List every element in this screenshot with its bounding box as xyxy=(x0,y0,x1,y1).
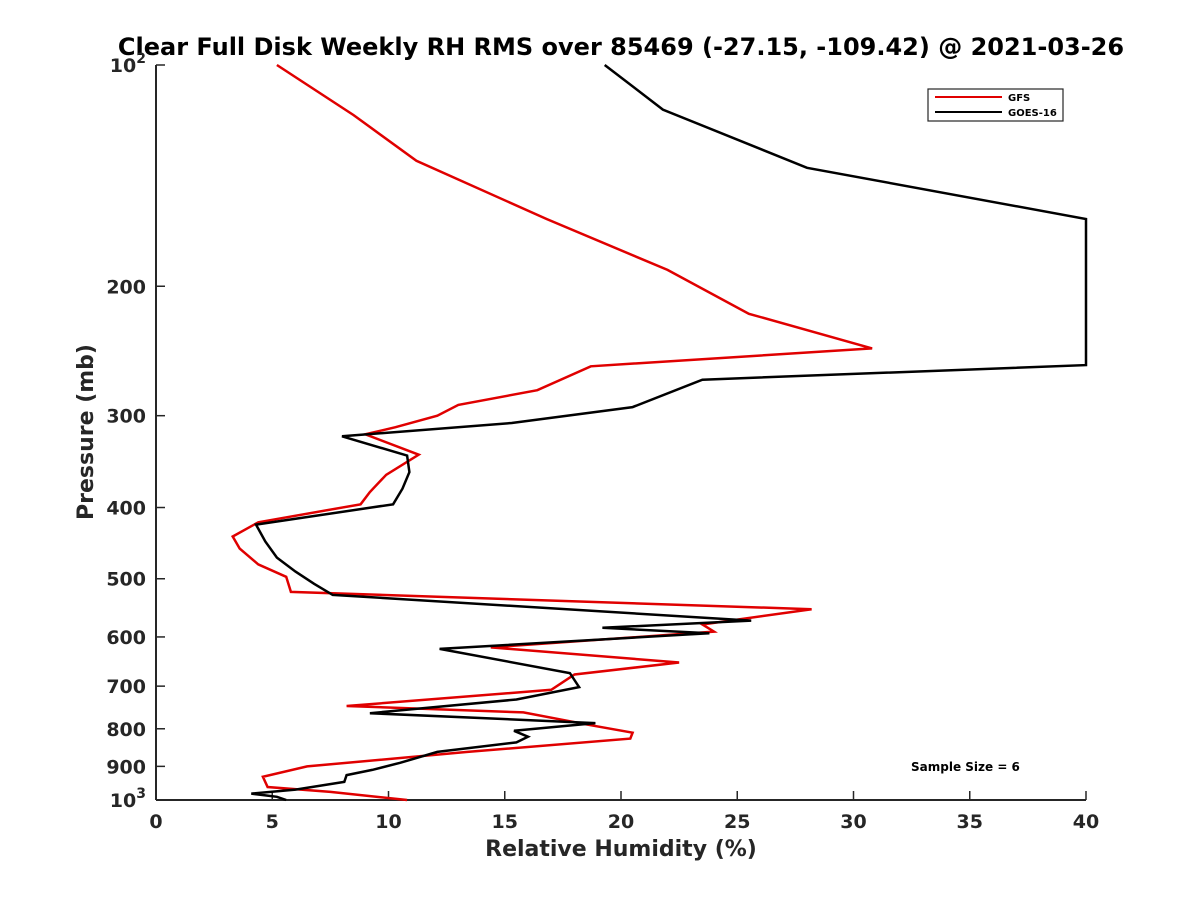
y-tick-label: 400 xyxy=(106,498,146,520)
x-ticks: 0 5 10 15 20 25 30 35 40 xyxy=(149,791,1099,833)
x-tick-label: 25 xyxy=(724,811,750,833)
x-tick-label: 5 xyxy=(266,811,279,833)
x-tick-label: 0 xyxy=(149,811,162,833)
x-axis-label: Relative Humidity (%) xyxy=(485,837,757,862)
series-line-goes-16 xyxy=(251,64,1088,802)
y-tick-base: 700 xyxy=(106,676,146,698)
legend-label-gfs: GFS xyxy=(1008,93,1030,104)
legend-box xyxy=(927,88,1064,122)
x-tick-label: 40 xyxy=(1073,811,1099,833)
x-tick-label: 30 xyxy=(840,811,866,833)
y-tick-base: 300 xyxy=(106,406,146,428)
y-tick-base: 900 xyxy=(106,756,146,778)
y-tick-exponent: 3 xyxy=(136,786,146,802)
y-tick-label: 200 xyxy=(106,276,146,298)
series-line-gfs xyxy=(230,63,873,802)
y-tick-label: 800 xyxy=(106,719,146,741)
y-tick-base: 10 xyxy=(110,790,136,812)
y-tick-label: 500 xyxy=(106,569,146,591)
y-tick-label: 700 xyxy=(106,676,146,698)
y-tick-base: 800 xyxy=(106,719,146,741)
sample-size-annotation: Sample Size = 6 xyxy=(911,760,1020,774)
y-tick-base: 600 xyxy=(106,627,146,649)
y-tick-exponent: 2 xyxy=(136,51,146,67)
series-group xyxy=(230,63,1088,802)
y-tick-label: 102 xyxy=(110,51,146,77)
x-tick-label: 35 xyxy=(957,811,983,833)
x-tick-label: 15 xyxy=(492,811,518,833)
legend-label-goes-16: GOES-16 xyxy=(1008,108,1057,119)
x-tick-label: 20 xyxy=(608,811,634,833)
y-tick-label: 103 xyxy=(110,786,146,812)
y-tick-label: 600 xyxy=(106,627,146,649)
y-tick-base: 200 xyxy=(106,276,146,298)
x-tick-label: 10 xyxy=(375,811,401,833)
y-tick-base: 500 xyxy=(106,569,146,591)
y-tick-label: 300 xyxy=(106,406,146,428)
y-axis-label: Pressure (mb) xyxy=(74,344,99,520)
chart-title: Clear Full Disk Weekly RH RMS over 85469… xyxy=(118,33,1124,61)
legend: GFS GOES-16 xyxy=(927,88,1064,122)
y-tick-label: 900 xyxy=(106,756,146,778)
y-tick-base: 10 xyxy=(110,55,136,77)
y-tick-base: 400 xyxy=(106,498,146,520)
